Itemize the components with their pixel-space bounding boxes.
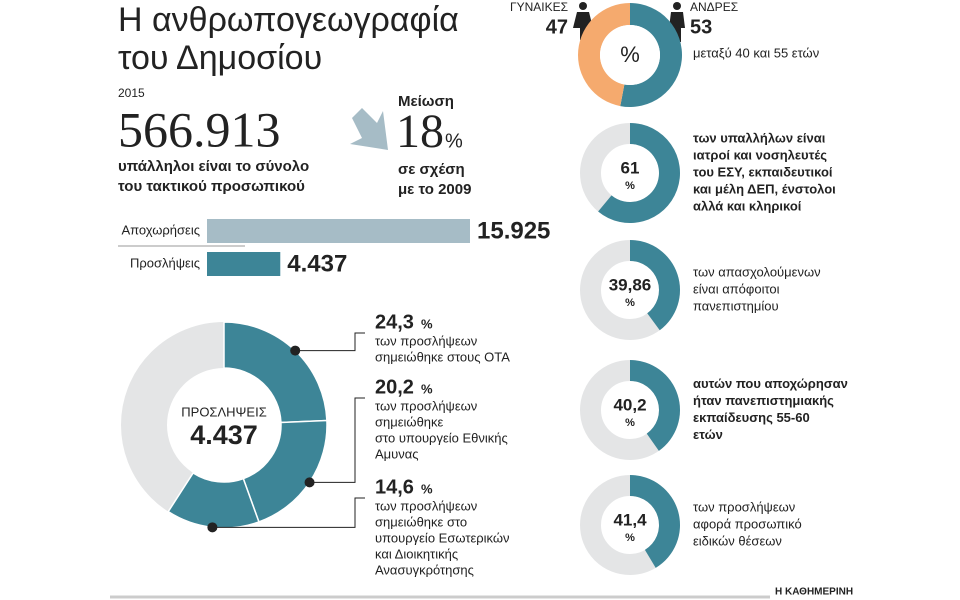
donut-description: ήταν πανεπιστημιακής: [693, 393, 834, 408]
donut-description: ετών: [693, 427, 723, 442]
donut-center: %: [620, 42, 640, 67]
donut-description: είναι απόφοιτοι: [693, 281, 780, 296]
segment-description: των προσλήψεων: [375, 498, 477, 513]
decrease-unit: %: [445, 130, 463, 152]
donut-unit: %: [625, 532, 635, 544]
woman-icon: [573, 2, 593, 40]
donut-unit: %: [625, 180, 635, 192]
segment-description: Ανασυγκρότησης: [375, 562, 474, 577]
bar-label: Αποχωρήσεις: [121, 222, 200, 237]
donut-description: ιατροί και νοσηλευτές: [693, 147, 827, 162]
decrease-value: 18: [396, 105, 444, 158]
title-line: του Δημοσίου: [118, 39, 322, 77]
donut-center-value: 4.437: [190, 420, 258, 450]
bar-label: Προσλήψεις: [130, 255, 200, 270]
donut-description: αυτών που αποχώρησαν: [693, 376, 848, 391]
donut-description: των προσλήψεων: [693, 499, 795, 514]
source: Η ΚΑΘΗΜΕΡΙΝΗ: [775, 587, 853, 598]
total-text: του τακτικού προσωπικού: [118, 178, 305, 195]
legend-label: ΑΝΔΡΕΣ: [690, 0, 738, 14]
donut-value: 41,4: [613, 510, 647, 529]
bar: [207, 219, 470, 243]
title-line: Η ανθρωπογεωγραφία: [118, 1, 459, 39]
decrease-arrow: [350, 108, 388, 150]
donut-description: ειδικών θέσεων: [693, 533, 782, 548]
donut-value: 40,2: [613, 395, 646, 414]
donut-unit: %: [625, 417, 635, 429]
donut-segment: [630, 475, 680, 568]
segment-description: στο υπουργείο Εθνικής: [375, 430, 508, 445]
donut-description: του ΕΣΥ, εκπαιδευτικοί: [693, 164, 833, 179]
donut-description: μεταξύ 40 και 55 ετών: [693, 45, 819, 60]
donut-segment: [578, 3, 630, 107]
donut-segment: [630, 240, 680, 331]
donut-description: εκπαίδευσης 55-60: [693, 410, 810, 425]
segment-unit: %: [421, 481, 433, 496]
donut-segment: [598, 123, 680, 223]
total-value: 566.913: [118, 101, 281, 157]
leader-line: [309, 397, 365, 483]
legend-value: 53: [690, 16, 712, 38]
segment-value: 14,6: [375, 476, 414, 498]
segment-description: σημειώθηκε στο: [375, 514, 467, 529]
segment-value: 24,3: [375, 311, 414, 333]
donut-center-label: ΠΡΟΣΛΗΨΕΙΣ: [181, 404, 266, 419]
legend-value: 47: [546, 16, 568, 38]
donut-segment: [630, 360, 680, 451]
donut-segment: [620, 3, 683, 107]
segment-description: των προσλήψεων: [375, 333, 477, 348]
leader-dot: [290, 345, 301, 356]
total-text: υπάλληλοι είναι το σύνολο: [118, 158, 309, 175]
decrease-text: σε σχέση: [398, 161, 465, 178]
segment-unit: %: [421, 316, 433, 331]
decrease-label: Μείωση: [398, 93, 454, 110]
donut-description: αφορά προσωπικό: [693, 516, 802, 531]
leader-line: [212, 497, 365, 528]
segment-description: Αμυνας: [375, 446, 419, 461]
bar-value: 4.437: [287, 250, 347, 277]
donut-description: αλλά και κληρικοί: [693, 198, 802, 213]
segment-description: και Διοικητικής: [375, 546, 458, 561]
donut-description: των υπαλλήλων είναι: [693, 130, 826, 145]
donut-hole: [600, 25, 660, 85]
leader-dot: [304, 477, 315, 488]
legend-label: ΓΥΝΑΙΚΕΣ: [510, 0, 568, 14]
segment-description: των προσλήψεων: [375, 398, 477, 413]
segment-description: υπουργείο Εσωτερικών: [375, 530, 510, 545]
leader-line: [295, 332, 365, 352]
year: 2015: [118, 86, 145, 100]
donut-description: των απασχολούμενων: [693, 264, 821, 279]
donut-description: πανεπιστημίου: [693, 298, 779, 313]
segment-value: 20,2: [375, 376, 414, 398]
donut-description: και μέλη ΔΕΠ, ένστολοι: [693, 181, 836, 196]
donut-unit: %: [625, 297, 635, 309]
donut-segment: [223, 321, 328, 424]
donut-value: 39,86: [609, 275, 652, 294]
donut-value: 61: [621, 158, 640, 177]
decrease-text: με το 2009: [398, 181, 471, 198]
bar-value: 15.925: [477, 217, 550, 244]
bar: [207, 252, 281, 276]
leader-dot: [207, 522, 218, 533]
segment-description: σημειώθηκε στους ΟΤΑ: [375, 349, 510, 364]
segment-unit: %: [421, 381, 433, 396]
segment-description: σημειώθηκε: [375, 414, 444, 429]
